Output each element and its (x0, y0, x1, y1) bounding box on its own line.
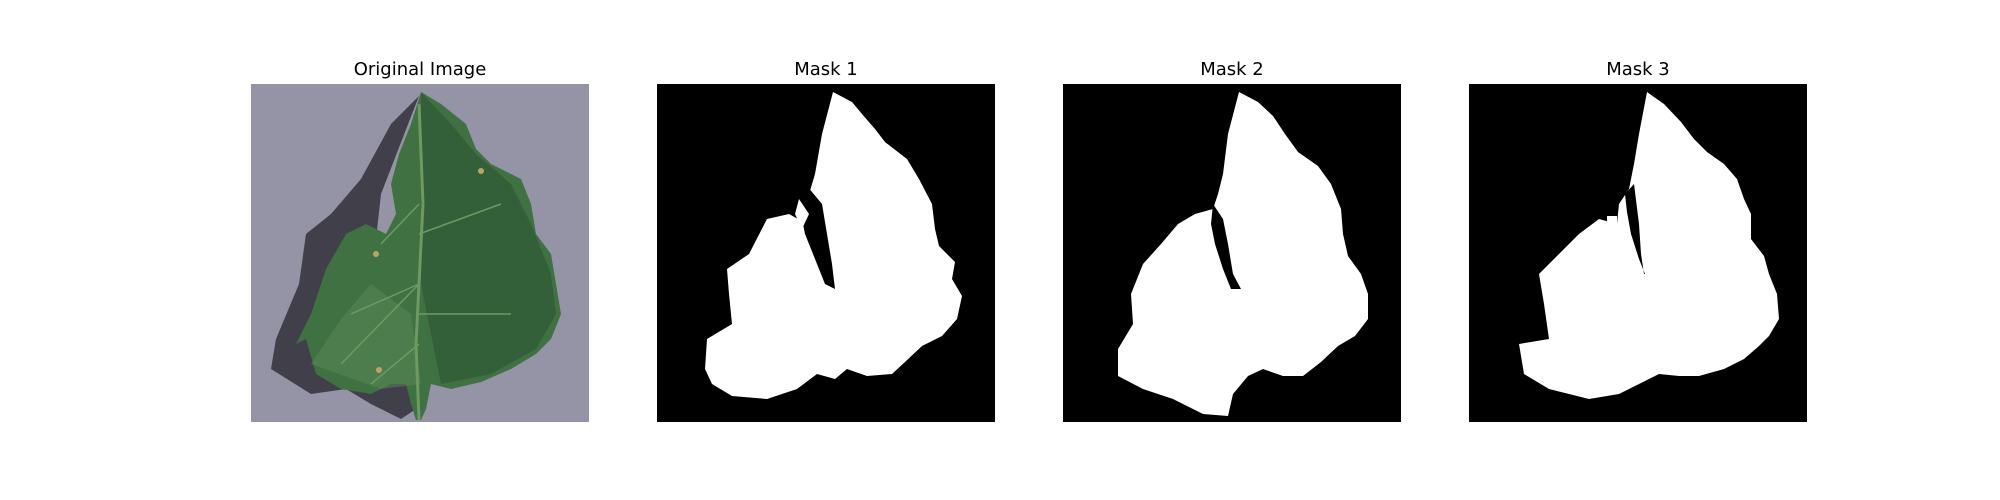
mask-image (1063, 84, 1401, 422)
panel-title: Mask 3 (1606, 59, 1670, 80)
panel-title: Mask 2 (1200, 59, 1264, 80)
panel-mask-1: Mask 1 (657, 57, 995, 422)
mask-image (657, 84, 995, 422)
panel-title: Original Image (353, 59, 487, 80)
panel-original-image: Original Image (251, 57, 589, 422)
mask-image (1469, 84, 1807, 422)
leaf-photo (251, 84, 589, 422)
panel-title: Mask 1 (794, 59, 858, 80)
panel-mask-3: Mask 3 (1469, 57, 1807, 422)
panel-mask-2: Mask 2 (1063, 57, 1401, 422)
